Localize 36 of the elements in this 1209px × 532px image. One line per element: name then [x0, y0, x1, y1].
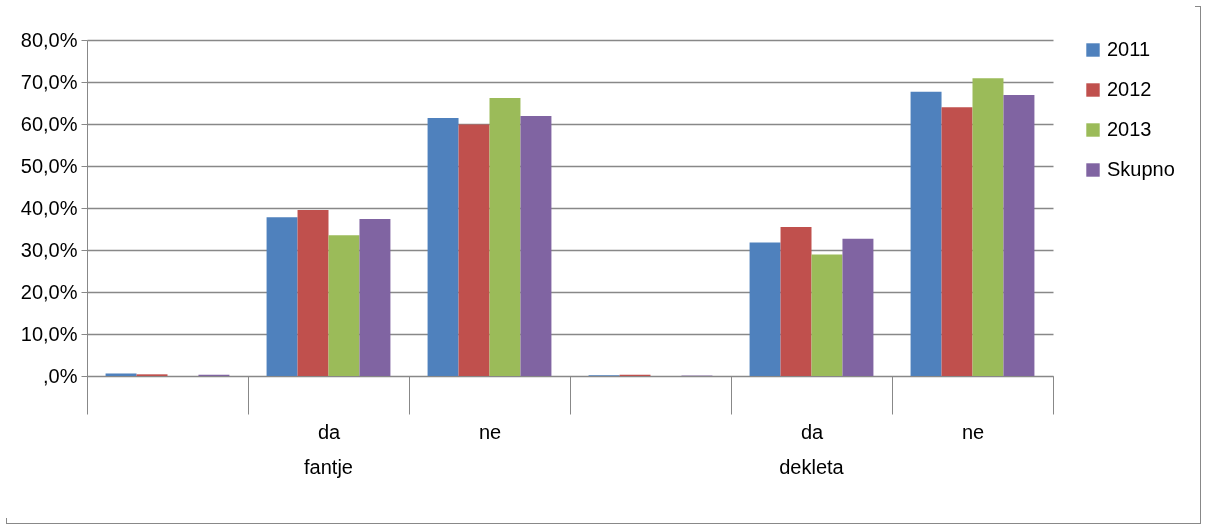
bar: [458, 124, 490, 376]
bar: [910, 91, 942, 376]
bar: [359, 218, 391, 376]
bar: [941, 107, 973, 376]
y-tick-label: 60,0%: [20, 112, 78, 135]
x-tick-label: ne: [478, 420, 502, 443]
bar: [972, 78, 1004, 376]
bar: [427, 118, 459, 376]
bar: [297, 210, 329, 376]
bar: [520, 116, 552, 376]
legend-label: 2013: [1107, 118, 1152, 140]
bar: [328, 235, 360, 376]
y-tick-label: ,0%: [43, 364, 78, 387]
x-tick-label: da: [800, 420, 824, 443]
y-tick-label: 70,0%: [20, 70, 78, 93]
y-tick-label: 30,0%: [20, 238, 78, 261]
y-tick-label: 10,0%: [20, 322, 78, 345]
y-tick-label: 80,0%: [20, 28, 78, 51]
bar: [749, 242, 781, 376]
bar: [266, 217, 298, 376]
text: fantje: [304, 456, 353, 478]
bar: [489, 97, 521, 376]
bar: [105, 373, 137, 376]
bar: [1003, 95, 1035, 376]
y-tick-label: 40,0%: [20, 196, 78, 219]
legend-label: Skupno: [1107, 158, 1175, 180]
x-tick-label: da: [317, 420, 341, 443]
y-tick-label: 50,0%: [20, 154, 78, 177]
text: dekleta: [779, 456, 845, 478]
y-tick-label: 20,0%: [20, 280, 78, 303]
bar: [842, 238, 874, 376]
bar: [811, 254, 843, 376]
bar: [780, 226, 812, 376]
x-tick-label: ne: [961, 420, 985, 443]
legend-label: 2012: [1107, 78, 1152, 100]
legend-label: 2011: [1107, 38, 1151, 60]
